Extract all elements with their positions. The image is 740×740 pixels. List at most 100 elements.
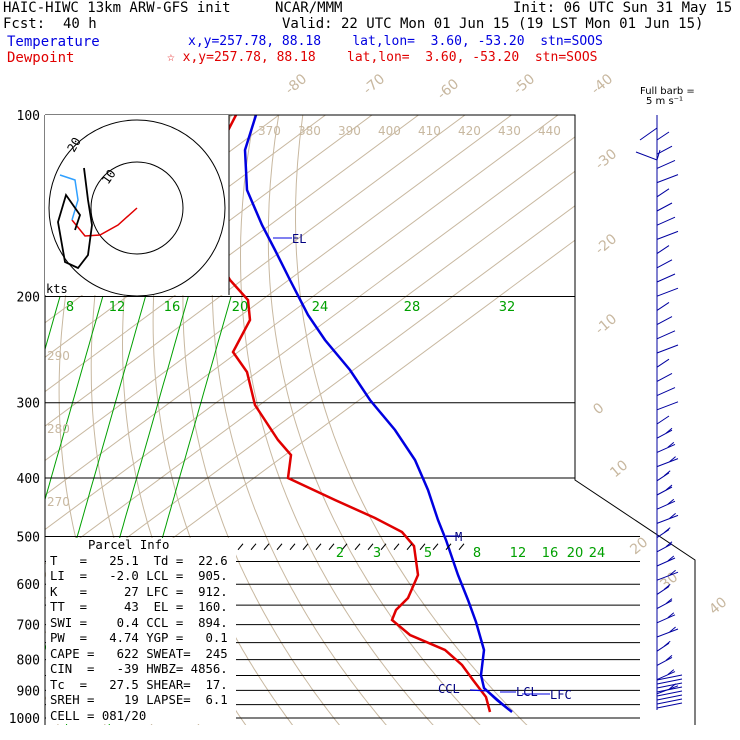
freezing-level-hatch [393, 543, 400, 551]
wind-barb [656, 287, 679, 297]
parcel-info-row: SREH = 19 LAPSE= 6.1 [50, 693, 228, 707]
wind-barb-flag [665, 598, 673, 604]
dry-adiabat-line [294, 115, 533, 725]
wind-barb [656, 543, 673, 553]
wind-barb-flag [665, 655, 673, 661]
dry-adiabat-line [182, 115, 345, 725]
mixing-ratio-label: 16 [164, 300, 181, 315]
wind-barb [656, 230, 679, 240]
org-label: NCAR/MMM [275, 0, 343, 16]
hodograph-ring-inner [90, 161, 184, 255]
freezing-level-hatch [354, 543, 361, 551]
wind-barb [656, 159, 676, 169]
wind-barb [656, 472, 670, 482]
isotherm-label: -30 [592, 146, 620, 173]
wind-barb [656, 698, 683, 705]
freezing-level-hatch [276, 543, 283, 551]
wind-barb-flag [669, 456, 676, 462]
wind-barb [656, 316, 673, 326]
parcel-path-line [469, 689, 511, 711]
pressure-tick-label: 400 [17, 472, 40, 487]
wind-barb [656, 600, 673, 610]
barb-scale-title: Full barb = [640, 86, 695, 97]
theta-label: 440 [538, 124, 561, 138]
theta-label: 270 [47, 495, 70, 509]
freezing-level-hatch [328, 543, 335, 551]
parcel-info-row: Tc = 27.5 SHEAR= 17. [50, 677, 228, 692]
isotherm-label: 0 [590, 400, 607, 418]
wind-barb [656, 372, 673, 382]
wind-barb [656, 174, 679, 184]
mixing-ratio-label: 8 [66, 300, 74, 315]
wind-barb [656, 557, 676, 567]
pressure-tick-label: 700 [17, 619, 40, 634]
wind-barb-flag [667, 555, 675, 562]
temperature-legend: Temperature [7, 34, 100, 50]
wind-barb [656, 686, 683, 693]
wind-barb [656, 529, 670, 539]
wind-barb [656, 571, 679, 581]
freezing-level-hatch [250, 543, 257, 551]
wind-barb [656, 202, 673, 212]
temperature-profile-line [243, 115, 513, 713]
theta-label: 410 [418, 124, 441, 138]
theta-label: 280 [47, 422, 70, 436]
wind-barb-flag [663, 470, 671, 477]
isotherm-label: -10 [592, 311, 620, 338]
freezing-level-hatch [315, 543, 322, 551]
model-title: HAIC-HIWC 13km ARW-GFS init [3, 0, 231, 16]
barb-scale-units: 5 m s⁻¹ [646, 96, 683, 107]
wind-barb-flag [667, 612, 675, 619]
dry-adiabat-line [0, 115, 14, 731]
moist-adiabat-line [0, 297, 17, 731]
dewpoint-legend: Dewpoint [7, 50, 75, 66]
isotherm-label: 40 [706, 594, 730, 618]
temperature-info: x,y=257.78, 88.18 lat,lon= 3.60, -53.20 … [188, 34, 603, 49]
marker-label-m: M [455, 530, 462, 544]
freezing-level-hatch [289, 543, 296, 551]
isotherm-line [45, 115, 559, 725]
freezing-level-hatch [367, 543, 374, 551]
parcel-info-panel: Parcel Info T = 25.1 Td = 22.6 LI = -2.0 … [46, 538, 236, 724]
hodograph-ring-outer [48, 119, 226, 297]
wind-barb [656, 614, 676, 624]
mixing-ratio-label: 20 [232, 300, 249, 315]
freezing-level-hatch [237, 543, 244, 551]
wind-barb [656, 188, 670, 198]
wind-barb [656, 656, 673, 666]
parcel-info-row: T = 25.1 Td = 22.6 [50, 553, 228, 568]
freezing-level-hatch [458, 543, 465, 551]
mixing-ratio-label: 3 [373, 546, 381, 561]
dry-adiabat-line [267, 115, 486, 725]
marker-label-ccl: CCL [438, 682, 460, 696]
freezing-level-hatch [341, 543, 348, 551]
parcel-info-row: PW = 4.74 YGP = 0.1 [50, 631, 228, 645]
wind-barb [656, 678, 683, 685]
dry-adiabat-line [211, 115, 392, 725]
parcel-info-row: SWI = 0.4 CCL = 894. [50, 615, 228, 630]
wind-barb [656, 694, 683, 701]
pressure-tick-label: 600 [17, 578, 40, 593]
wind-barb [656, 259, 673, 269]
mixing-ratio-label: 32 [499, 300, 516, 315]
wind-barb [656, 429, 673, 439]
pressure-tick-label: 100 [17, 109, 40, 124]
pressure-tick-label: 500 [17, 530, 40, 545]
wind-barb [656, 358, 670, 368]
wind-barb-flag [665, 541, 673, 548]
hodograph-trace-red [71, 207, 138, 237]
parcel-info-row: K = 27 LFC = 912. [50, 584, 228, 599]
wind-barb-flag [669, 626, 676, 633]
isotherm-line [45, 115, 373, 725]
isotherm-label: 20 [627, 534, 651, 558]
parcel-info-row: CELL = 081/20 [50, 708, 147, 723]
hodograph-trace-black [57, 167, 93, 270]
parcel-info-title: Parcel Info [88, 538, 170, 552]
wind-barb [656, 628, 679, 638]
freezing-level-hatch [302, 543, 309, 551]
wind-barb [656, 443, 676, 453]
wind-barb [656, 387, 676, 397]
marker-label-lfc: LFC [550, 688, 572, 702]
isotherm-line [45, 115, 652, 725]
